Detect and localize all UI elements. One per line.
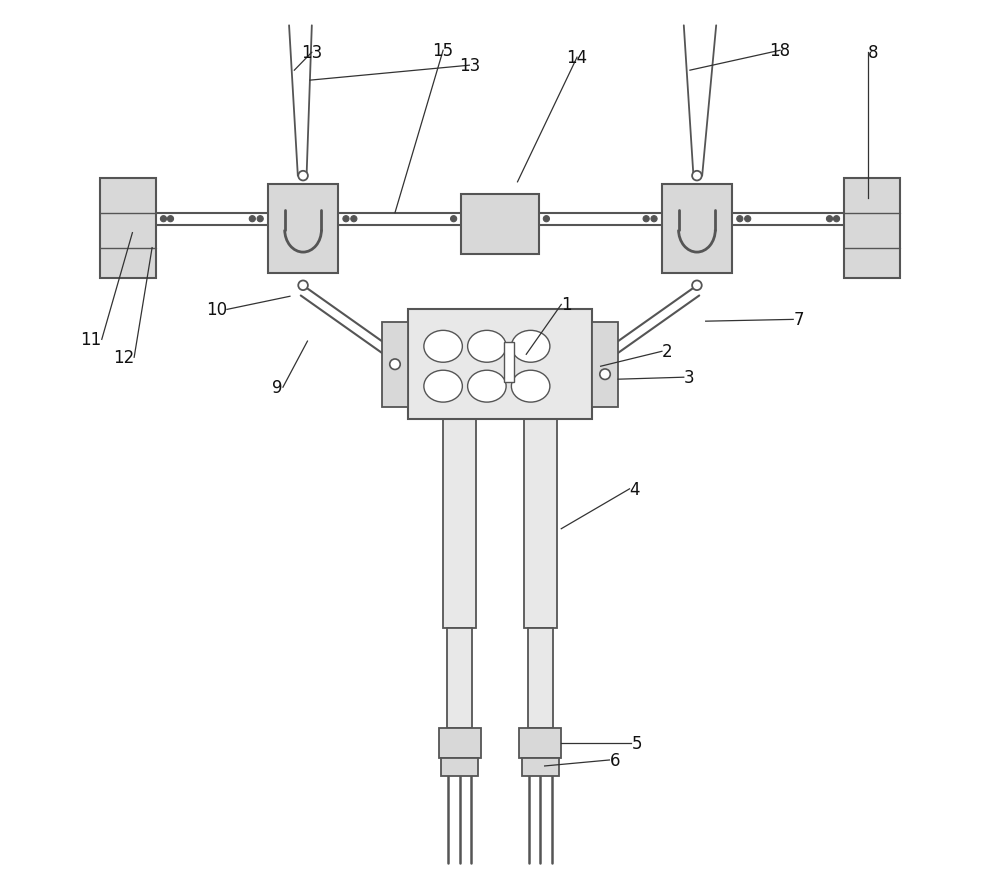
Circle shape <box>692 282 702 291</box>
Circle shape <box>343 217 349 223</box>
Bar <box>382 323 408 407</box>
Circle shape <box>833 217 840 223</box>
Bar <box>504 343 514 382</box>
Bar <box>592 323 618 407</box>
Ellipse shape <box>511 371 550 403</box>
Ellipse shape <box>424 331 462 363</box>
Bar <box>447 629 472 728</box>
Circle shape <box>160 217 167 223</box>
Text: 14: 14 <box>566 49 588 68</box>
Circle shape <box>651 217 657 223</box>
Circle shape <box>643 217 649 223</box>
Text: 4: 4 <box>630 481 640 498</box>
Circle shape <box>298 172 308 182</box>
Text: 9: 9 <box>272 379 283 396</box>
Text: 1: 1 <box>561 296 572 314</box>
Bar <box>461 195 539 254</box>
Text: 5: 5 <box>631 734 642 752</box>
Text: 18: 18 <box>770 42 791 61</box>
Bar <box>524 419 557 629</box>
Circle shape <box>249 217 255 223</box>
Ellipse shape <box>468 371 506 403</box>
Bar <box>528 629 553 728</box>
Text: 13: 13 <box>459 57 480 75</box>
Text: 7: 7 <box>793 311 804 329</box>
Text: 2: 2 <box>662 343 673 360</box>
Bar <box>268 184 338 274</box>
Circle shape <box>167 217 174 223</box>
Bar <box>441 758 478 776</box>
Bar <box>522 758 559 776</box>
Circle shape <box>692 172 702 182</box>
Bar <box>408 310 592 419</box>
Bar <box>519 728 561 758</box>
Bar <box>100 179 156 278</box>
Circle shape <box>600 369 610 380</box>
Circle shape <box>543 217 549 223</box>
Text: 3: 3 <box>684 368 694 387</box>
Text: 13: 13 <box>301 44 322 62</box>
Ellipse shape <box>424 371 462 403</box>
Circle shape <box>298 282 308 291</box>
Text: 15: 15 <box>433 42 454 61</box>
Circle shape <box>826 217 833 223</box>
Text: 12: 12 <box>113 349 134 367</box>
Bar <box>439 728 481 758</box>
Text: 8: 8 <box>868 44 878 62</box>
Text: 6: 6 <box>609 751 620 769</box>
Bar <box>844 179 900 278</box>
Bar <box>443 419 476 629</box>
Bar <box>662 184 732 274</box>
Text: 10: 10 <box>206 301 227 319</box>
Circle shape <box>257 217 263 223</box>
Ellipse shape <box>511 331 550 363</box>
Circle shape <box>737 217 743 223</box>
Circle shape <box>351 217 357 223</box>
Circle shape <box>745 217 751 223</box>
Circle shape <box>451 217 457 223</box>
Text: 11: 11 <box>81 331 102 349</box>
Ellipse shape <box>468 331 506 363</box>
Circle shape <box>390 360 400 370</box>
